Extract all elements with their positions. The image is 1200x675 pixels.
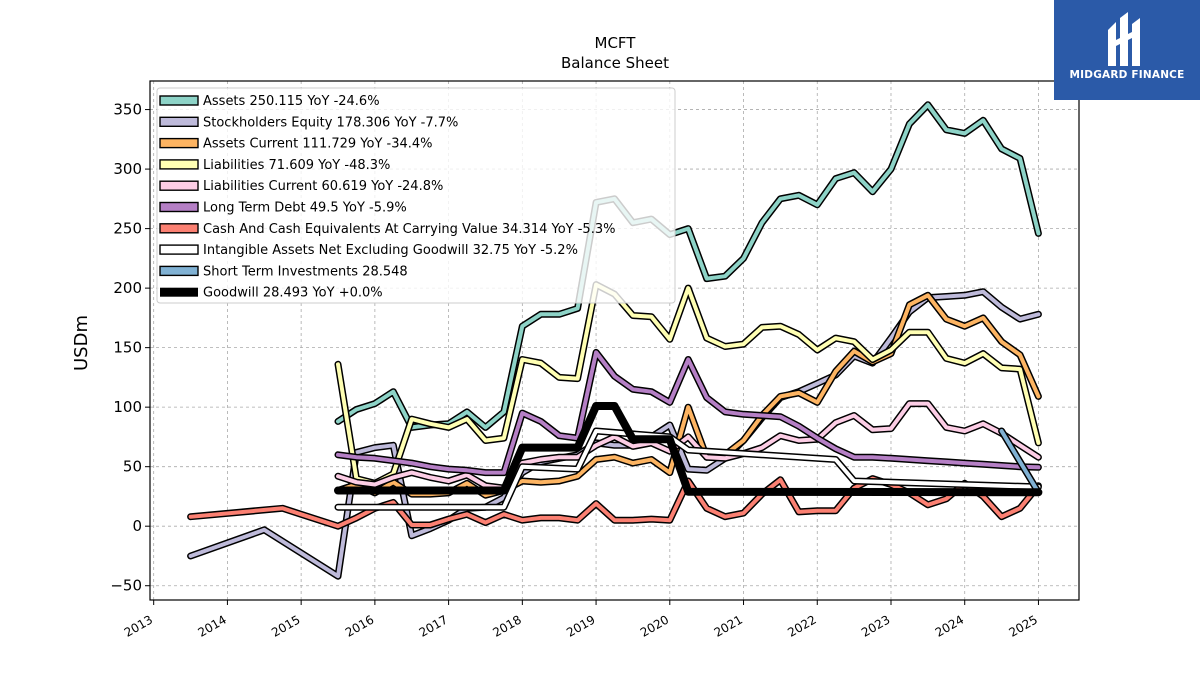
- legend-entry: Assets 250.115 YoY -24.6%: [159, 94, 380, 109]
- legend-label: Short Term Investments 28.548: [203, 264, 408, 279]
- x-tick-label: 2025: [1006, 612, 1039, 639]
- legend: Assets 250.115 YoY -24.6% Stockholders Eq…: [156, 87, 676, 304]
- series-line: [336, 350, 1041, 475]
- y-tick-label: 100: [113, 398, 142, 416]
- series-line: [999, 429, 1041, 495]
- series-1: [187, 288, 1042, 580]
- y-tick-label: 300: [113, 160, 142, 178]
- legend-swatch: [159, 223, 199, 234]
- legend-entry: Cash And Cash Equivalents At Carrying Va…: [159, 222, 615, 237]
- series-0: [334, 101, 1042, 431]
- series-line: [336, 401, 1041, 491]
- chart-subtitle: Balance Sheet: [561, 54, 669, 72]
- legend-label: Stockholders Equity 178.306 YoY -7.7%: [203, 115, 458, 130]
- y-tick-label: −50: [110, 577, 142, 595]
- legend-swatch: [159, 137, 199, 149]
- legend-entry: Assets Current 111.729 YoY -34.4%: [159, 137, 433, 152]
- x-tick-label: 2023: [859, 612, 892, 639]
- y-tick-label: 250: [113, 220, 142, 238]
- legend-label: Assets Current 111.729 YoY -34.4%: [203, 137, 433, 152]
- series-line: [188, 289, 1041, 579]
- x-tick-label: 2018: [490, 612, 523, 639]
- y-axis-label: USDm: [71, 315, 92, 371]
- legend-entry: Goodwill 28.493 YoY +0.0%: [160, 286, 383, 301]
- legend-swatch: [159, 159, 199, 170]
- legend-label: Assets 250.115 YoY -24.6%: [203, 94, 380, 109]
- y-tick-label: 50: [123, 458, 142, 476]
- logo-mark-icon: [1108, 12, 1140, 66]
- legend-entry: Intangible Assets Net Excluding Goodwill…: [159, 243, 578, 258]
- legend-label: Cash And Cash Equivalents At Carrying Va…: [203, 222, 615, 237]
- legend-swatch: [159, 244, 199, 255]
- chart-title: MCFT: [595, 34, 637, 52]
- legend-entry: Short Term Investments 28.548: [159, 264, 408, 279]
- series-line: [336, 102, 1041, 430]
- y-tick-label: 0: [132, 517, 142, 535]
- legend-label: Goodwill 28.493 YoY +0.0%: [203, 286, 383, 301]
- x-axis-ticks: 2013 2014 2015 2016 2017 2018 2019 2020 2021 2022…: [122, 600, 1040, 640]
- series-9: [334, 402, 1043, 497]
- legend-entry: Liabilities 71.609 YoY -48.3%: [159, 158, 390, 173]
- legend-label: Long Term Debt 49.5 YoY -5.9%: [203, 201, 407, 216]
- series-3: [334, 281, 1042, 487]
- legend-label: Liabilities Current 60.619 YoY -24.8%: [203, 179, 443, 194]
- y-tick-label: 350: [113, 101, 142, 119]
- y-axis-ticks: −50 0 50 100 150 200 250 300 350: [110, 101, 150, 595]
- x-tick-label: 2022: [785, 612, 818, 639]
- legend-swatch: [159, 116, 199, 128]
- x-tick-label: 2013: [122, 612, 155, 639]
- x-tick-label: 2020: [638, 612, 671, 639]
- series-line: [336, 282, 1041, 486]
- legend-swatch: [159, 95, 199, 106]
- x-tick-label: 2016: [343, 612, 376, 639]
- y-tick-label: 200: [113, 279, 142, 297]
- series-8: [998, 427, 1042, 496]
- series-layer: [187, 101, 1043, 580]
- x-tick-label: 2015: [269, 612, 302, 639]
- legend-entry: Long Term Debt 49.5 YoY -5.9%: [159, 201, 407, 216]
- legend-swatch: [159, 180, 199, 191]
- brand-name: MIDGARD FINANCE: [1069, 69, 1185, 81]
- x-tick-label: 2019: [564, 612, 597, 639]
- legend-swatch: [160, 287, 198, 297]
- legend-label: Intangible Assets Net Excluding Goodwill…: [203, 243, 578, 258]
- series-line: [334, 402, 1043, 497]
- x-tick-label: 2024: [933, 612, 966, 639]
- legend-entry: Liabilities Current 60.619 YoY -24.8%: [159, 179, 443, 194]
- series-5: [334, 348, 1042, 477]
- legend-box: [156, 87, 676, 304]
- plot-frame: [149, 80, 1080, 601]
- legend-label: Liabilities 71.609 YoY -48.3%: [203, 158, 390, 173]
- legend-swatch: [159, 201, 199, 213]
- legend-swatch: [159, 265, 199, 277]
- x-tick-label: 2014: [195, 612, 228, 639]
- x-tick-label: 2017: [417, 612, 450, 639]
- brand-logo: MIDGARD FINANCE: [1054, 0, 1200, 100]
- legend-entry: Stockholders Equity 178.306 YoY -7.7%: [159, 115, 458, 130]
- x-tick-label: 2021: [712, 612, 745, 639]
- y-tick-label: 150: [113, 339, 142, 357]
- series-4: [334, 400, 1042, 492]
